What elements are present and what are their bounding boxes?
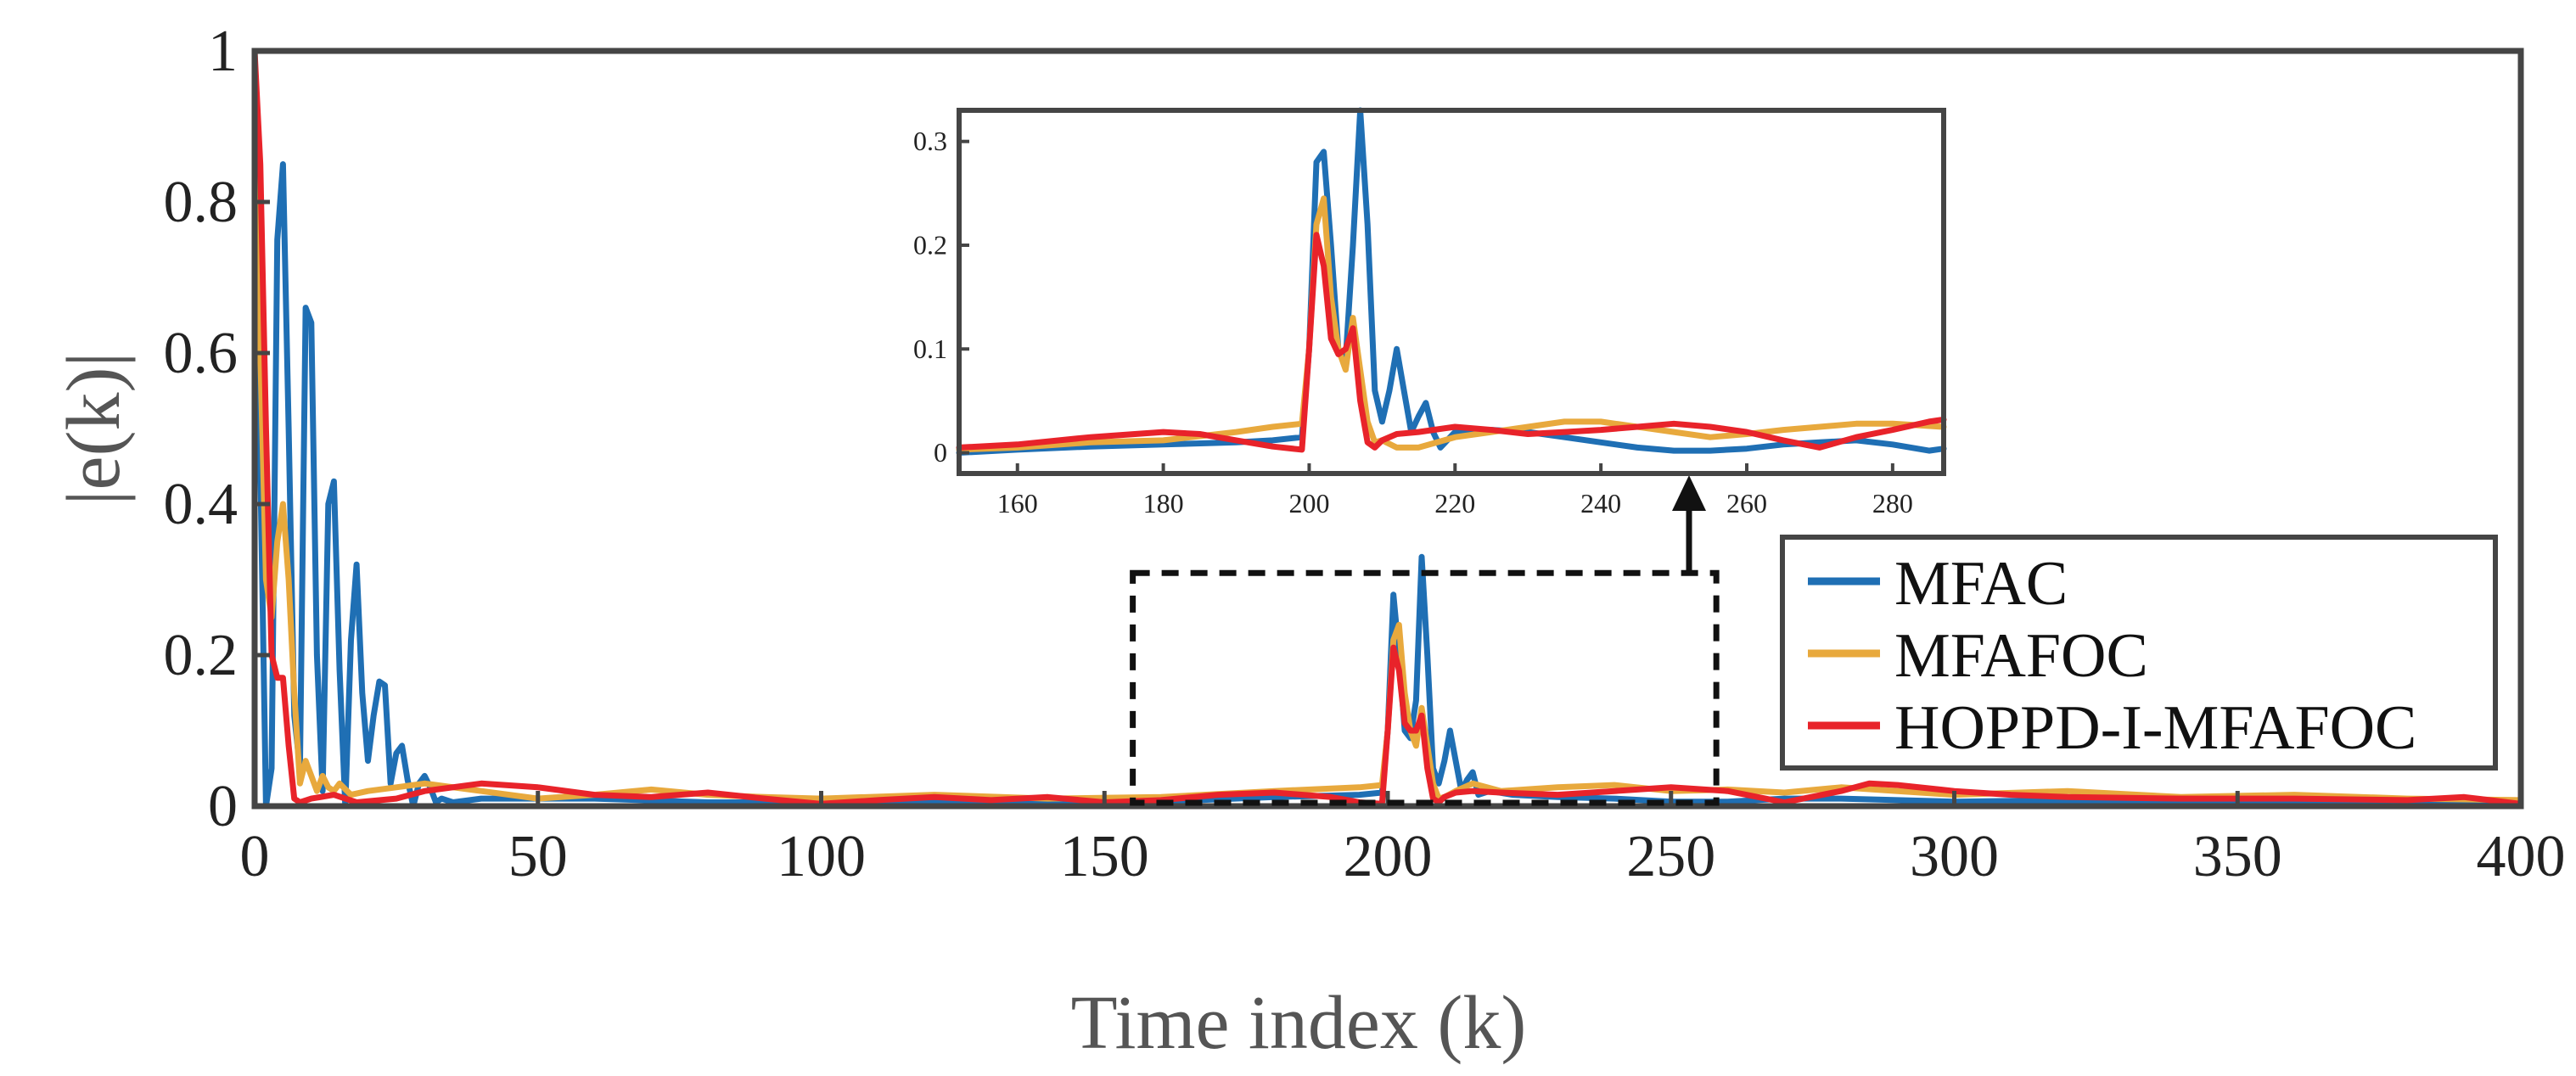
legend-label-hoppd-i-mfafoc: HOPPD-I-MFAFOC — [1894, 693, 2416, 763]
main-y-tick-label: 0.2 — [164, 623, 239, 688]
legend: MFAC MFAFOC HOPPD-I-MFAFOC — [1780, 535, 2498, 771]
inset-x-tick-label: 180 — [1143, 488, 1184, 518]
main-x-tick-label: 150 — [1060, 824, 1149, 889]
main-y-tick-labels: 0 0.2 0.4 0.6 0.8 1 — [164, 19, 239, 839]
inset-line-hoppd-i-mfafoc — [956, 232, 1947, 453]
main-x-tick-label: 200 — [1344, 824, 1433, 889]
inset-series-group — [956, 107, 1947, 456]
inset-x-tick-label: 280 — [1872, 488, 1913, 518]
main-x-tick-label: 100 — [777, 824, 866, 889]
legend-label-mfac: MFAC — [1894, 549, 2068, 619]
inset-x-tick-label: 240 — [1580, 488, 1621, 518]
inset-x-tick-label: 200 — [1288, 488, 1329, 518]
inset-plot: 160 180 200 220 240 260 280 0 0.1 0.2 0.3 — [913, 107, 1947, 518]
main-x-tick-label: 350 — [2193, 824, 2282, 889]
main-x-tick-label: 300 — [1910, 824, 1999, 889]
inset-x-tick-label: 260 — [1726, 488, 1767, 518]
main-x-tick-label: 400 — [2477, 824, 2566, 889]
inset-y-tick-labels: 0 0.1 0.2 0.3 — [913, 126, 947, 468]
main-y-tick-label: 0.6 — [164, 321, 239, 386]
inset-y-tick-label: 0.1 — [913, 333, 947, 364]
inset-x-tick-label: 160 — [997, 488, 1038, 518]
y-axis-label: |e(k)| — [52, 352, 136, 506]
inset-ticks-group — [959, 139, 1894, 474]
legend-label-mfafoc: MFAFOC — [1894, 621, 2148, 691]
zoom-marker — [1130, 475, 1720, 806]
x-axis-label: Time index (k) — [1071, 981, 1527, 1065]
main-x-tick-labels: 0 50 100 150 200 250 300 350 400 — [240, 824, 2566, 889]
main-x-tick-label: 0 — [240, 824, 270, 889]
inset-x-tick-labels: 160 180 200 220 240 260 280 — [997, 488, 1913, 518]
main-y-tick-label: 1 — [208, 19, 238, 84]
main-y-tick-label: 0 — [208, 774, 238, 839]
inset-background — [959, 110, 1944, 474]
inset-y-tick-label: 0.2 — [913, 230, 947, 261]
zoom-arrow-head — [1672, 475, 1706, 511]
main-x-tick-label: 250 — [1626, 824, 1715, 889]
main-x-tick-label: 50 — [508, 824, 568, 889]
inset-y-tick-label: 0 — [934, 437, 947, 468]
main-y-tick-label: 0.4 — [164, 472, 239, 537]
inset-axes-frame — [957, 108, 1946, 476]
zoom-region-box — [1130, 569, 1720, 806]
inset-x-tick-label: 220 — [1434, 488, 1475, 518]
main-ticks-group — [252, 48, 2523, 809]
main-y-tick-label: 0.8 — [164, 170, 239, 235]
legend-box — [1780, 535, 2498, 771]
inset-y-tick-label: 0.3 — [913, 126, 947, 156]
